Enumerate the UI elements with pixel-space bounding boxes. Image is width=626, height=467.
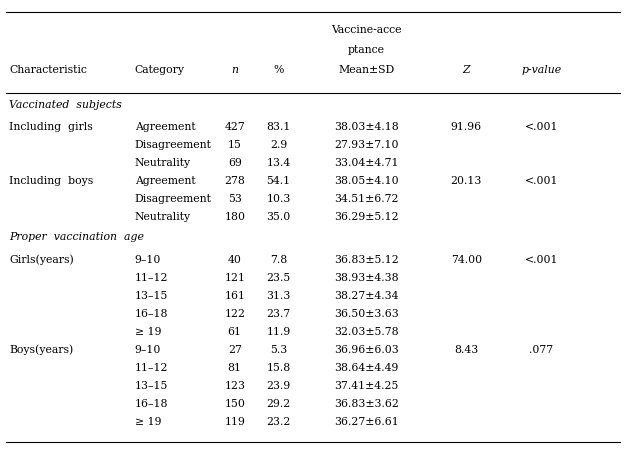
Text: 36.83±5.12: 36.83±5.12 bbox=[334, 255, 399, 265]
Text: 69: 69 bbox=[228, 158, 242, 168]
Text: .077: .077 bbox=[530, 345, 553, 354]
Text: <.001: <.001 bbox=[525, 122, 558, 132]
Text: 35.0: 35.0 bbox=[267, 212, 290, 222]
Text: 16–18: 16–18 bbox=[135, 309, 168, 318]
Text: 38.93±4.38: 38.93±4.38 bbox=[334, 273, 399, 283]
Text: n: n bbox=[231, 65, 239, 75]
Text: Neutrality: Neutrality bbox=[135, 158, 191, 168]
Text: Proper  vaccination  age: Proper vaccination age bbox=[9, 233, 144, 242]
Text: %: % bbox=[274, 65, 284, 75]
Text: 32.03±5.78: 32.03±5.78 bbox=[334, 327, 399, 337]
Text: <.001: <.001 bbox=[525, 176, 558, 186]
Text: 54.1: 54.1 bbox=[267, 176, 290, 186]
Text: 38.64±4.49: 38.64±4.49 bbox=[334, 363, 398, 373]
Text: 83.1: 83.1 bbox=[267, 122, 290, 132]
Text: 27: 27 bbox=[228, 345, 242, 354]
Text: Including  girls: Including girls bbox=[9, 122, 93, 132]
Text: 34.51±6.72: 34.51±6.72 bbox=[334, 194, 399, 204]
Text: Vaccinated  subjects: Vaccinated subjects bbox=[9, 100, 122, 110]
Text: 61: 61 bbox=[228, 327, 242, 337]
Text: 121: 121 bbox=[224, 273, 245, 283]
Text: 13–15: 13–15 bbox=[135, 381, 168, 390]
Text: 33.04±4.71: 33.04±4.71 bbox=[334, 158, 399, 168]
Text: 123: 123 bbox=[224, 381, 245, 390]
Text: 29.2: 29.2 bbox=[267, 399, 290, 409]
Text: Agreement: Agreement bbox=[135, 176, 195, 186]
Text: 2.9: 2.9 bbox=[270, 140, 287, 150]
Text: Mean±SD: Mean±SD bbox=[338, 65, 394, 75]
Text: 81: 81 bbox=[228, 363, 242, 373]
Text: Vaccine-acce: Vaccine-acce bbox=[331, 25, 401, 35]
Text: 9–10: 9–10 bbox=[135, 345, 161, 354]
Text: Including  boys: Including boys bbox=[9, 176, 94, 186]
Text: 119: 119 bbox=[224, 417, 245, 426]
Text: p-value: p-value bbox=[521, 65, 562, 75]
Text: Z: Z bbox=[463, 65, 470, 75]
Text: 11.9: 11.9 bbox=[267, 327, 290, 337]
Text: 38.27±4.34: 38.27±4.34 bbox=[334, 291, 399, 301]
Text: 36.83±3.62: 36.83±3.62 bbox=[334, 399, 399, 409]
Text: 23.7: 23.7 bbox=[267, 309, 290, 318]
Text: 53: 53 bbox=[228, 194, 242, 204]
Text: ptance: ptance bbox=[347, 45, 385, 55]
Text: 27.93±7.10: 27.93±7.10 bbox=[334, 140, 399, 150]
Text: 11–12: 11–12 bbox=[135, 363, 168, 373]
Text: 91.96: 91.96 bbox=[451, 122, 482, 132]
Text: 37.41±4.25: 37.41±4.25 bbox=[334, 381, 398, 390]
Text: Neutrality: Neutrality bbox=[135, 212, 191, 222]
Text: Disagreement: Disagreement bbox=[135, 140, 212, 150]
Text: 15.8: 15.8 bbox=[267, 363, 290, 373]
Text: 23.5: 23.5 bbox=[267, 273, 290, 283]
Text: 40: 40 bbox=[228, 255, 242, 265]
Text: 150: 150 bbox=[224, 399, 245, 409]
Text: 122: 122 bbox=[224, 309, 245, 318]
Text: 23.9: 23.9 bbox=[267, 381, 290, 390]
Text: Boys(years): Boys(years) bbox=[9, 344, 74, 354]
Text: ≥ 19: ≥ 19 bbox=[135, 327, 161, 337]
Text: 15: 15 bbox=[228, 140, 242, 150]
Text: 9–10: 9–10 bbox=[135, 255, 161, 265]
Text: 13.4: 13.4 bbox=[267, 158, 290, 168]
Text: Girls(years): Girls(years) bbox=[9, 254, 74, 265]
Text: 5.3: 5.3 bbox=[270, 345, 287, 354]
Text: 36.29±5.12: 36.29±5.12 bbox=[334, 212, 399, 222]
Text: 16–18: 16–18 bbox=[135, 399, 168, 409]
Text: 38.05±4.10: 38.05±4.10 bbox=[334, 176, 399, 186]
Text: 7.8: 7.8 bbox=[270, 255, 287, 265]
Text: Category: Category bbox=[135, 65, 185, 75]
Text: Disagreement: Disagreement bbox=[135, 194, 212, 204]
Text: 38.03±4.18: 38.03±4.18 bbox=[334, 122, 399, 132]
Text: 31.3: 31.3 bbox=[267, 291, 290, 301]
Text: <.001: <.001 bbox=[525, 255, 558, 265]
Text: 11–12: 11–12 bbox=[135, 273, 168, 283]
Text: ≥ 19: ≥ 19 bbox=[135, 417, 161, 426]
Text: 36.27±6.61: 36.27±6.61 bbox=[334, 417, 399, 426]
Text: 161: 161 bbox=[224, 291, 245, 301]
Text: Characteristic: Characteristic bbox=[9, 65, 87, 75]
Text: 13–15: 13–15 bbox=[135, 291, 168, 301]
Text: 180: 180 bbox=[224, 212, 245, 222]
Text: 74.00: 74.00 bbox=[451, 255, 482, 265]
Text: 36.96±6.03: 36.96±6.03 bbox=[334, 345, 399, 354]
Text: 278: 278 bbox=[224, 176, 245, 186]
Text: 23.2: 23.2 bbox=[267, 417, 290, 426]
Text: 8.43: 8.43 bbox=[454, 345, 478, 354]
Text: 10.3: 10.3 bbox=[267, 194, 290, 204]
Text: 36.50±3.63: 36.50±3.63 bbox=[334, 309, 399, 318]
Text: 427: 427 bbox=[224, 122, 245, 132]
Text: Agreement: Agreement bbox=[135, 122, 195, 132]
Text: 20.13: 20.13 bbox=[451, 176, 482, 186]
